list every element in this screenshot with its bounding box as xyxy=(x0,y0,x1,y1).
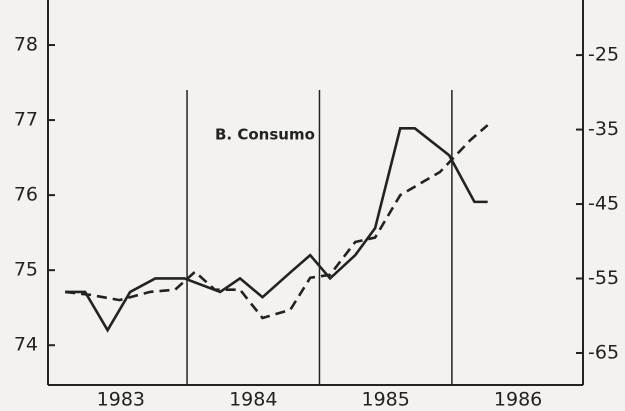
y2-tick-label: -25 xyxy=(588,44,619,66)
x-tick-label: 1983 xyxy=(97,389,145,411)
annotation: B. Consumo xyxy=(215,126,315,144)
y-tick-label: 75 xyxy=(14,259,38,281)
y2-tick-label: -35 xyxy=(588,118,619,140)
y-tick-label: 74 xyxy=(14,334,38,356)
y2-tick-label: -45 xyxy=(588,193,619,215)
y2-tick-label: -65 xyxy=(588,341,619,363)
x-tick-label: 1984 xyxy=(229,389,277,411)
x-tick-label: 1985 xyxy=(362,389,410,411)
y-tick-label: 78 xyxy=(14,34,38,56)
x-tick-label: 1986 xyxy=(494,389,542,411)
y2-tick-label: -55 xyxy=(588,267,619,289)
y-tick-label: 77 xyxy=(14,109,38,131)
y-tick-label: 76 xyxy=(14,184,38,206)
series-line xyxy=(65,127,488,333)
series-line xyxy=(65,124,489,320)
